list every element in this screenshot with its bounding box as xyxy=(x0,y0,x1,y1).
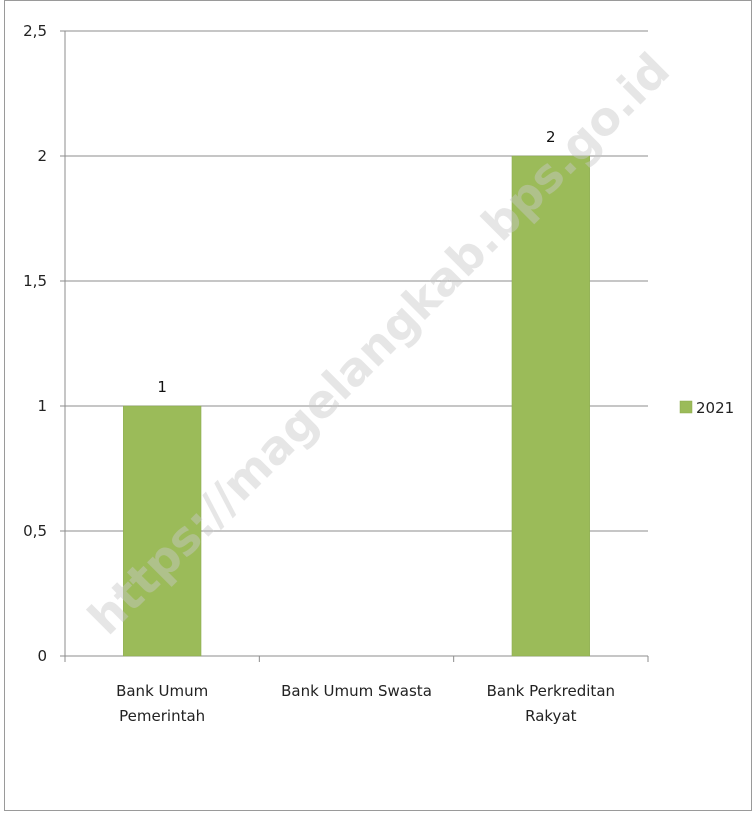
legend: 2021 xyxy=(679,399,734,417)
x-tick-label: Bank Umum Swasta xyxy=(281,682,432,700)
y-tick-label: 1 xyxy=(37,397,47,415)
y-axis: 0 0,5 1 1,5 2 2,5 xyxy=(23,22,66,665)
y-tick-label: 2,5 xyxy=(23,22,47,40)
data-label: 1 xyxy=(157,378,167,396)
y-tick-label: 0,5 xyxy=(23,522,47,540)
x-axis: Bank Umum Pemerintah Bank Umum Swasta Bank … xyxy=(64,655,649,725)
bar xyxy=(123,405,202,657)
legend-label: 2021 xyxy=(696,399,734,417)
y-tick-label: 1,5 xyxy=(23,272,47,290)
legend-swatch xyxy=(679,400,693,414)
data-label: 2 xyxy=(546,128,556,146)
data-labels: 12 xyxy=(157,128,555,396)
x-tick-label: Bank Umum Pemerintah xyxy=(116,682,208,725)
x-tick-label: Bank Perkreditan Rakyat xyxy=(487,682,615,725)
y-tick-label: 0 xyxy=(37,647,47,665)
y-tick-label: 2 xyxy=(37,147,47,165)
bar xyxy=(511,155,590,657)
bars xyxy=(123,155,590,657)
